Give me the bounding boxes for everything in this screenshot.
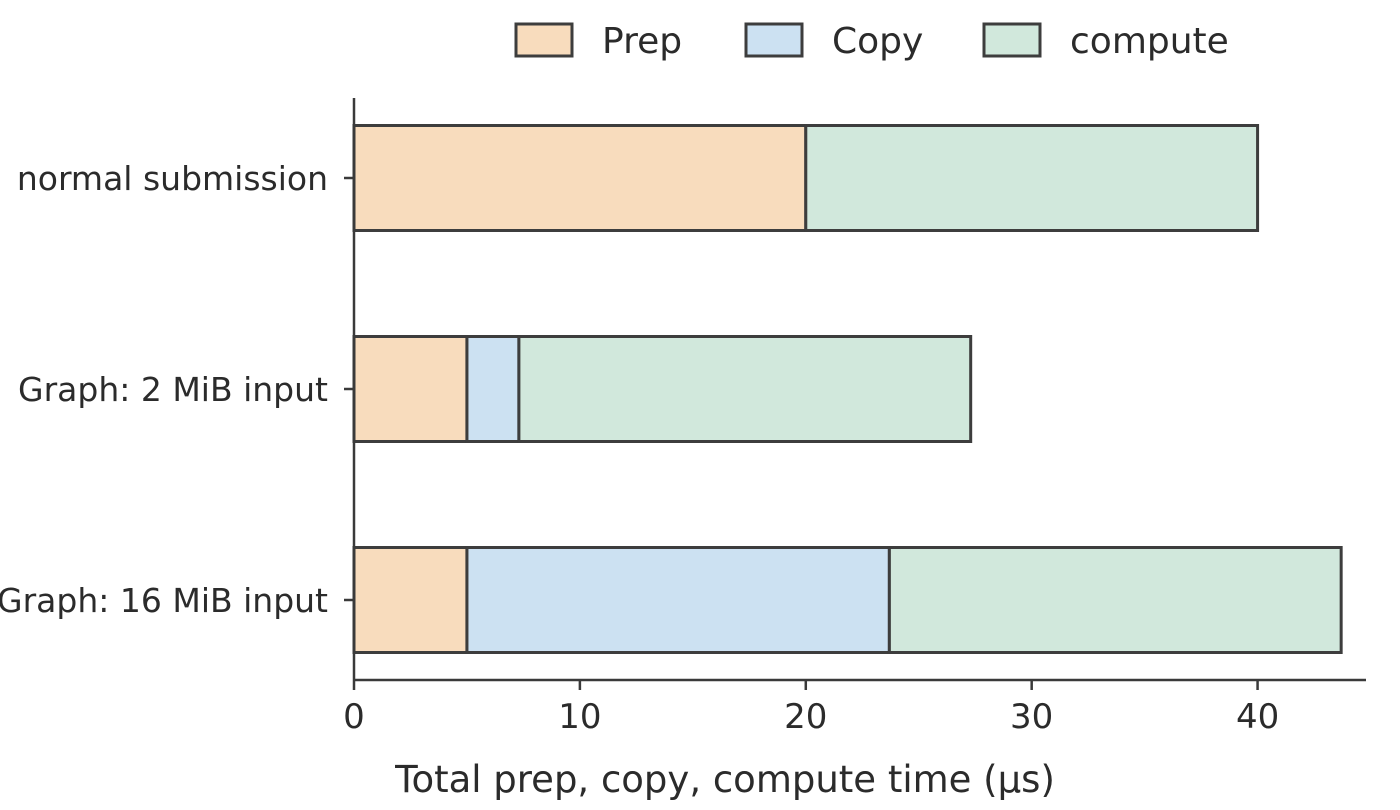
bars — [352, 124, 1343, 654]
x-tick-label: 10 — [558, 697, 601, 737]
legend-swatch-prep — [514, 22, 574, 58]
legend-label-prep: Prep — [602, 21, 682, 62]
bar-compute-2 — [887, 546, 1343, 654]
x-tick-label: 40 — [1236, 697, 1279, 737]
legend-swatch-copy — [744, 22, 804, 58]
category-label: Graph: 16 MiB input — [0, 581, 328, 620]
x-tick-label: 0 — [343, 697, 365, 737]
bar-prep-0 — [352, 124, 808, 232]
x-axis-title: Total prep, copy, compute time (µs) — [394, 758, 1055, 801]
ticks: 0 10 20 30 40 normal submission Graph: 2 MiB i… — [0, 159, 1279, 737]
bar-copy-2 — [465, 546, 891, 654]
legend: Prep Copy compute — [514, 21, 1229, 62]
bar-prep-1 — [352, 335, 469, 443]
bar-copy-1 — [465, 335, 521, 443]
legend-label-copy: Copy — [832, 21, 923, 62]
legend-label-compute: compute — [1070, 21, 1229, 62]
x-tick-label: 20 — [784, 697, 827, 737]
x-tick-label: 30 — [1010, 697, 1053, 737]
category-label: Graph: 2 MiB input — [18, 370, 328, 409]
bar-prep-2 — [352, 546, 469, 654]
bar-compute-0 — [804, 124, 1260, 232]
legend-swatch-compute — [982, 22, 1042, 58]
category-label: normal submission — [17, 159, 328, 198]
bar-compute-1 — [517, 335, 973, 443]
